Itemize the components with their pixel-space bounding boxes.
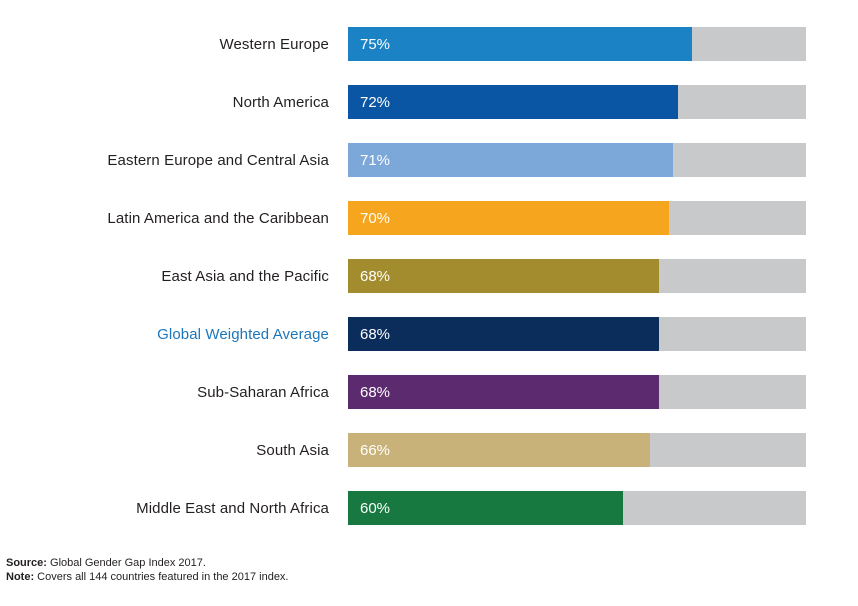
bar-row: Latin America and the Caribbean 70% — [0, 201, 858, 235]
bar-track: 70% — [348, 201, 806, 235]
bar-row: South Asia 66% — [0, 433, 858, 467]
bar-track: 71% — [348, 143, 806, 177]
bar-fill: 70% — [348, 201, 669, 235]
bar-row: Sub-Saharan Africa 68% — [0, 375, 858, 409]
bar-rows: Western Europe 75% North America 72% Eas… — [0, 27, 858, 525]
bar-label: North America — [232, 93, 329, 111]
bar-track: 66% — [348, 433, 806, 467]
bar-label: East Asia and the Pacific — [161, 267, 329, 285]
bar-track: 72% — [348, 85, 806, 119]
bar-value: 60% — [360, 499, 391, 517]
bar-value: 68% — [360, 383, 391, 401]
bar-value: 71% — [360, 151, 391, 169]
bar-track: 68% — [348, 259, 806, 293]
bar-value: 68% — [360, 267, 391, 285]
bar-track: 68% — [348, 375, 806, 409]
bar-value: 75% — [360, 35, 391, 53]
note-line: Note: Covers all 144 countries featured … — [6, 570, 858, 584]
bar-fill: 68% — [348, 259, 660, 293]
bar-fill: 71% — [348, 143, 674, 177]
bar-track: 75% — [348, 27, 806, 61]
bar-fill: 68% — [348, 317, 660, 351]
bar-row: Eastern Europe and Central Asia 71% — [0, 143, 858, 177]
bar-label: Western Europe — [219, 35, 329, 53]
bar-value: 70% — [360, 209, 391, 227]
bar-label: Global Weighted Average — [157, 325, 329, 343]
note-prefix: Note: — [6, 571, 35, 583]
source-prefix: Source: — [6, 557, 47, 569]
bar-value: 66% — [360, 441, 391, 459]
bar-fill: 60% — [348, 491, 623, 525]
bar-row: North America 72% — [0, 85, 858, 119]
bar-row: East Asia and the Pacific 68% — [0, 259, 858, 293]
bar-value: 68% — [360, 325, 391, 343]
bar-label: Eastern Europe and Central Asia — [107, 151, 329, 169]
bar-label: Middle East and North Africa — [136, 499, 329, 517]
bar-fill: 75% — [348, 27, 692, 61]
bar-track: 60% — [348, 491, 806, 525]
bar-fill: 66% — [348, 433, 651, 467]
source-line: Source: Global Gender Gap Index 2017. — [6, 556, 858, 570]
gender-gap-bar-chart: Western Europe 75% North America 72% Eas… — [0, 27, 858, 584]
bar-value: 72% — [360, 93, 391, 111]
bar-row: Global Weighted Average 68% — [0, 317, 858, 351]
bar-fill: 72% — [348, 85, 678, 119]
bar-label: South Asia — [256, 441, 329, 459]
bar-label: Sub-Saharan Africa — [197, 383, 329, 401]
chart-footnotes: Source: Global Gender Gap Index 2017. No… — [6, 556, 858, 584]
bar-fill: 68% — [348, 375, 660, 409]
source-text: Global Gender Gap Index 2017. — [46, 557, 206, 569]
bar-track: 68% — [348, 317, 806, 351]
bar-label: Latin America and the Caribbean — [107, 209, 329, 227]
bar-row: Middle East and North Africa 60% — [0, 491, 858, 525]
bar-row: Western Europe 75% — [0, 27, 858, 61]
note-text: Covers all 144 countries featured in the… — [34, 571, 289, 583]
